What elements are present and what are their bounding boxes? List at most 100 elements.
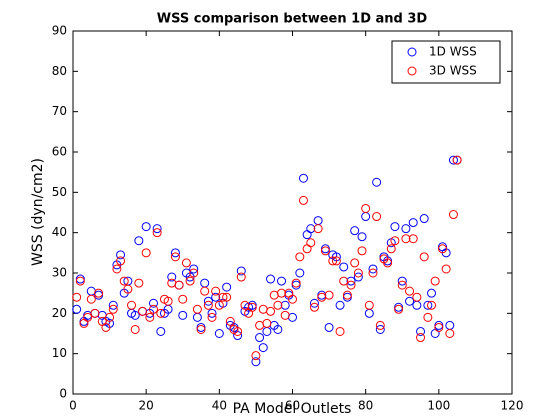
point <box>148 304 158 314</box>
legend-label: 1D WSS <box>429 45 477 59</box>
point <box>401 224 411 234</box>
point <box>112 264 122 274</box>
point <box>200 286 210 296</box>
point <box>331 256 341 266</box>
point <box>214 329 224 338</box>
point <box>313 224 323 234</box>
point <box>222 282 232 292</box>
point <box>280 310 290 320</box>
point <box>251 351 261 361</box>
point <box>273 300 283 310</box>
point <box>448 155 458 165</box>
point <box>251 357 261 367</box>
point <box>368 264 378 274</box>
point <box>273 324 283 334</box>
point <box>423 300 433 310</box>
point <box>416 326 426 336</box>
point <box>90 308 100 318</box>
point <box>141 248 151 258</box>
point <box>108 300 118 310</box>
point <box>178 310 188 320</box>
point <box>390 222 400 232</box>
point <box>335 326 345 336</box>
point <box>372 212 382 222</box>
point <box>192 304 202 314</box>
point <box>350 226 360 236</box>
point <box>419 252 429 262</box>
point <box>145 312 155 322</box>
point <box>423 312 433 322</box>
point <box>130 310 140 320</box>
point <box>291 278 301 288</box>
x-tick-label: 60 <box>285 399 300 413</box>
point <box>357 246 367 256</box>
point <box>203 296 213 306</box>
point <box>368 268 378 278</box>
point <box>86 294 96 304</box>
point <box>427 288 437 298</box>
point <box>306 224 316 234</box>
point <box>416 333 426 343</box>
point <box>211 292 221 302</box>
point <box>236 266 246 276</box>
point <box>116 256 126 266</box>
legend-marker <box>407 47 417 57</box>
chart-title: WSS comparison between 1D and 3D <box>157 12 428 27</box>
x-axis-label: PA Model Outlets <box>233 401 352 417</box>
x-tick-label: 40 <box>212 399 227 413</box>
point <box>134 236 144 246</box>
point <box>383 258 393 268</box>
point <box>258 343 268 353</box>
point <box>430 276 440 286</box>
point <box>225 316 235 326</box>
point <box>298 195 308 205</box>
point <box>72 304 82 314</box>
point <box>394 304 404 314</box>
y-tick-label: 20 <box>52 306 67 320</box>
point <box>339 276 349 286</box>
point <box>277 288 287 298</box>
point <box>280 300 290 310</box>
point <box>445 329 455 338</box>
x-tick-label: 80 <box>358 399 373 413</box>
point <box>138 306 148 316</box>
point <box>156 326 166 336</box>
point <box>357 232 367 242</box>
point <box>130 324 140 334</box>
point <box>170 248 180 258</box>
point <box>211 286 221 296</box>
point <box>108 304 118 314</box>
point <box>233 326 243 336</box>
point <box>448 210 458 220</box>
point <box>405 296 415 306</box>
point <box>364 300 374 310</box>
point <box>339 262 349 272</box>
x-tick-label: 20 <box>139 399 154 413</box>
y-tick-label: 10 <box>52 346 67 360</box>
point <box>167 272 177 282</box>
point <box>116 250 126 260</box>
x-tick-label: 0 <box>69 399 77 413</box>
point <box>163 296 173 306</box>
point <box>105 312 115 322</box>
point <box>288 294 297 304</box>
point <box>266 306 276 316</box>
y-tick-label: 80 <box>52 64 67 78</box>
point <box>152 224 162 234</box>
point <box>353 272 363 282</box>
point <box>127 300 137 310</box>
y-axis-label: WSS (dyn/cm2) <box>30 158 46 266</box>
point <box>427 300 437 310</box>
point <box>148 298 158 308</box>
point <box>207 312 217 322</box>
point <box>408 234 418 244</box>
point <box>401 234 411 244</box>
point <box>75 276 85 286</box>
point <box>361 203 371 213</box>
point <box>218 292 228 302</box>
point <box>324 322 334 332</box>
point <box>203 300 213 310</box>
point <box>306 238 316 248</box>
point <box>350 258 360 268</box>
